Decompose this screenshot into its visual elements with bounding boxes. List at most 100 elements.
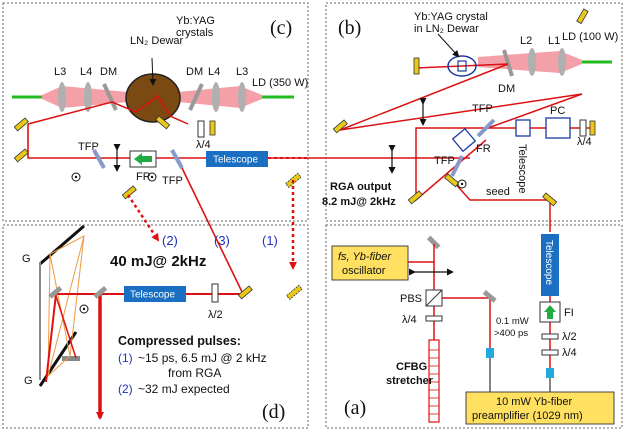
grating-bottom-label: G [24, 375, 33, 387]
mirror-c5 [121, 185, 137, 200]
beam-a-main [408, 261, 491, 348]
quarter-wave-plate-b [579, 119, 587, 137]
energy-label: 40 mJ@ 2kHz [110, 253, 206, 270]
panel-a-border [325, 224, 623, 429]
panel-a-label: (a) [344, 397, 366, 419]
telescope-b [515, 119, 531, 137]
lens-l2 [528, 48, 536, 76]
beam-1-label: (1) [262, 233, 278, 248]
mirror-c4 [209, 120, 216, 136]
pc-label: PC [550, 105, 565, 117]
qwp-a2-label: λ/4 [562, 347, 577, 359]
beam-d-return [55, 295, 77, 359]
telescope-d [124, 286, 186, 302]
preamp-label-1: 10 mW Yb-fiber [496, 396, 573, 408]
fr-b-label: FR [476, 143, 491, 155]
hwp-d-label: λ/2 [208, 309, 223, 321]
lens-l4-right [212, 82, 220, 112]
beam-3-label: (3) [214, 233, 230, 248]
mirror-c1 [13, 117, 29, 132]
mirror-b5 [407, 190, 423, 205]
qwp-c-label: λ/4 [196, 139, 211, 151]
mirror-b4 [589, 120, 596, 136]
mirror-b6 [444, 173, 460, 188]
lens-l3-right [238, 82, 246, 112]
lens-l1 [558, 48, 566, 76]
lens-l1-label: L1 [548, 35, 560, 47]
ld-350w-label: LD (350 W) [252, 77, 308, 89]
roof-mirror [62, 356, 80, 361]
dm-left-label: DM [100, 66, 117, 78]
lens-l3-left-label: L3 [54, 66, 66, 78]
pbs-label: PBS [400, 293, 422, 305]
ln2-dewar-label: LN₂ Dewar [130, 35, 184, 47]
telescope-c-label: Telescope [213, 155, 258, 166]
tfp-b2-label: TFP [434, 155, 455, 167]
qwp-b-label: λ/4 [577, 136, 592, 148]
fiber-connector-2 [546, 368, 554, 378]
grating-top [39, 224, 85, 266]
lens-l3-right-label: L3 [236, 66, 248, 78]
item1-num: (1) [118, 351, 133, 365]
mirror-b1 [413, 57, 420, 75]
fr-arrow-icon [134, 153, 152, 165]
crystals-pointer [149, 57, 157, 86]
quarter-wave-plate-c [197, 120, 205, 138]
beam-c-main [27, 124, 130, 159]
panel-b-label: (b) [338, 17, 361, 39]
mirror-d4 [93, 285, 108, 299]
mirror-b3 [332, 119, 348, 134]
crystal-pointer [437, 33, 460, 58]
mirror-d3 [48, 285, 63, 299]
lens-l3-left [58, 82, 66, 112]
beam-2-dotted [126, 194, 160, 242]
panel-d-label: (d) [262, 401, 285, 423]
yb-yag-crystal-b [447, 55, 477, 77]
tfp-b2 [450, 155, 464, 177]
half-wave-plate-a [541, 333, 559, 340]
tfp-c2-label: TFP [162, 175, 183, 187]
hwp-a-label: λ/2 [562, 331, 577, 343]
tfp-c1-label: TFP [78, 141, 99, 153]
faraday-rotator-b [451, 127, 477, 153]
dm-right-label: DM [186, 66, 203, 78]
item2-text: ~32 mJ expected [138, 382, 230, 396]
quarter-wave-plate-a2 [541, 349, 559, 356]
tfp-c2 [170, 149, 184, 169]
tfp-c1 [92, 149, 106, 169]
compressed-title: Compressed pulses: [118, 334, 241, 348]
half-wave-plate-d [211, 283, 219, 303]
telescope-c [206, 151, 268, 167]
preamplifier-box [465, 391, 615, 425]
panel-c-border [2, 2, 309, 222]
tfp-b1 [476, 118, 496, 138]
dichroic-mirror-left [102, 83, 118, 111]
crystal-b-label-2: in LN₂ Dewar [414, 23, 479, 35]
item1-text2: from RGA [168, 366, 221, 380]
fi-arrow-icon [544, 305, 556, 319]
dm-b-label: DM [498, 83, 515, 95]
panel-b-border [325, 2, 623, 222]
dichroic-mirror-right [188, 83, 204, 111]
preamp-label-2: preamplifier (1029 nm) [472, 410, 583, 422]
mirror-a1 [426, 235, 441, 250]
oscillator-label-2: oscillator [342, 265, 386, 277]
lens-l4-left [84, 82, 92, 112]
crystal-b-label-1: Yb:YAG crystal [414, 11, 488, 23]
cfbg-label-2: stretcher [386, 375, 434, 387]
fi-label: FI [564, 307, 574, 319]
panel-a: fs, Yb-fiber oscillator PBS λ/4 CFBG str… [331, 234, 615, 425]
fr-c-label: FR [136, 171, 151, 183]
beam-b-return [415, 93, 583, 202]
panel-d-border [2, 224, 309, 429]
panel-b: (b) Yb:YAG crystal in LN₂ Dewar L2 L1 LD… [322, 8, 618, 232]
mirror-a2 [482, 289, 497, 303]
beam-3-path [181, 167, 245, 297]
qwp-a-label: λ/4 [402, 314, 417, 326]
mirror-d1 [237, 285, 253, 300]
mirror-d2 [286, 284, 303, 301]
beam-c-zigzag [27, 94, 189, 125]
tfp-b1-label: TFP [472, 103, 493, 115]
dichroic-mirror-b [502, 49, 514, 77]
